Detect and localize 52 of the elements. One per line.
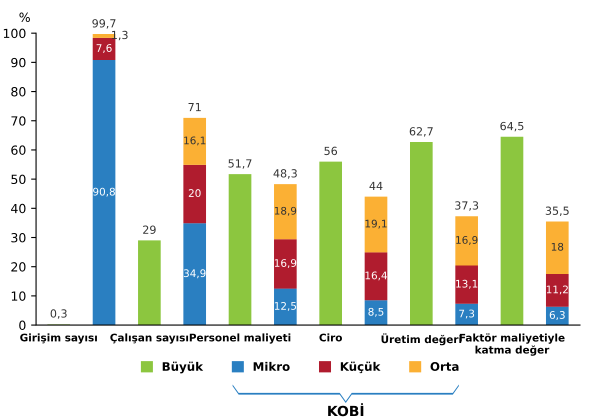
total-label: 48,3 — [274, 169, 297, 179]
data-label: 62,7 — [410, 127, 433, 137]
data-label: 11,2 — [546, 285, 568, 294]
data-label: 16,4 — [366, 271, 388, 280]
data-label: 29 — [143, 225, 156, 234]
x-tick-label: Ciro — [319, 333, 342, 342]
data-label: 7,3 — [459, 310, 474, 319]
legend-label: Mikro — [254, 362, 290, 371]
y-tick-label: 60 — [11, 145, 26, 155]
data-label: 7,6 — [96, 44, 112, 54]
y-tick-label: 0 — [19, 320, 26, 330]
y-tick-label: 40 — [11, 204, 26, 214]
y-tick-label: 20 — [11, 262, 26, 272]
y-tick-label: 30 — [11, 232, 26, 242]
data-label: 34,9 — [184, 269, 206, 278]
data-label: 16,9 — [274, 259, 296, 268]
x-tick-label: Çalışan sayısı — [110, 333, 188, 344]
data-label: 12,5 — [274, 302, 296, 311]
data-label: 0,3 — [50, 309, 67, 319]
data-label: 20 — [188, 189, 201, 198]
data-label: 90,8 — [93, 188, 115, 197]
y-tick-label: 100 — [4, 28, 26, 38]
data-label: 8,5 — [368, 308, 384, 317]
data-label: 19,1 — [366, 220, 387, 229]
x-tick-label: Personel maliyeti — [190, 333, 290, 344]
data-label: 13,1 — [456, 280, 478, 289]
total-label: 71 — [188, 103, 201, 112]
data-label: 18 — [552, 242, 564, 251]
x-tick-label: Üretim değeri — [382, 333, 462, 346]
x-tick-label: Girişim sayısı — [20, 333, 97, 344]
data-label: 51,7 — [228, 159, 252, 169]
total-label: 35,5 — [546, 206, 569, 216]
y-axis-title: % — [19, 12, 30, 22]
legend-label: Orta — [430, 362, 458, 371]
y-tick-label: 70 — [11, 116, 26, 126]
data-label: 16,9 — [456, 236, 478, 245]
legend-label: Büyük — [162, 362, 204, 374]
data-label: 64,5 — [500, 122, 524, 132]
total-label: 44 — [369, 182, 382, 190]
data-label: 16,1 — [184, 136, 206, 146]
total-label: 99,7 — [92, 19, 116, 29]
data-label: 56 — [324, 146, 338, 156]
y-tick-label: 50 — [11, 174, 26, 184]
y-tick-label: 10 — [12, 291, 26, 301]
data-label: 6,3 — [550, 311, 565, 320]
y-tick-label: 80 — [11, 87, 26, 96]
y-tick-label: 90 — [11, 58, 26, 68]
total-label: 37,3 — [455, 201, 478, 211]
legend-label: Küçük — [340, 362, 381, 374]
x-tick-label: Faktör maliyetiyle katma değer — [460, 333, 565, 356]
text: KOBİ — [328, 403, 364, 416]
data-label: 18,9 — [274, 206, 296, 216]
